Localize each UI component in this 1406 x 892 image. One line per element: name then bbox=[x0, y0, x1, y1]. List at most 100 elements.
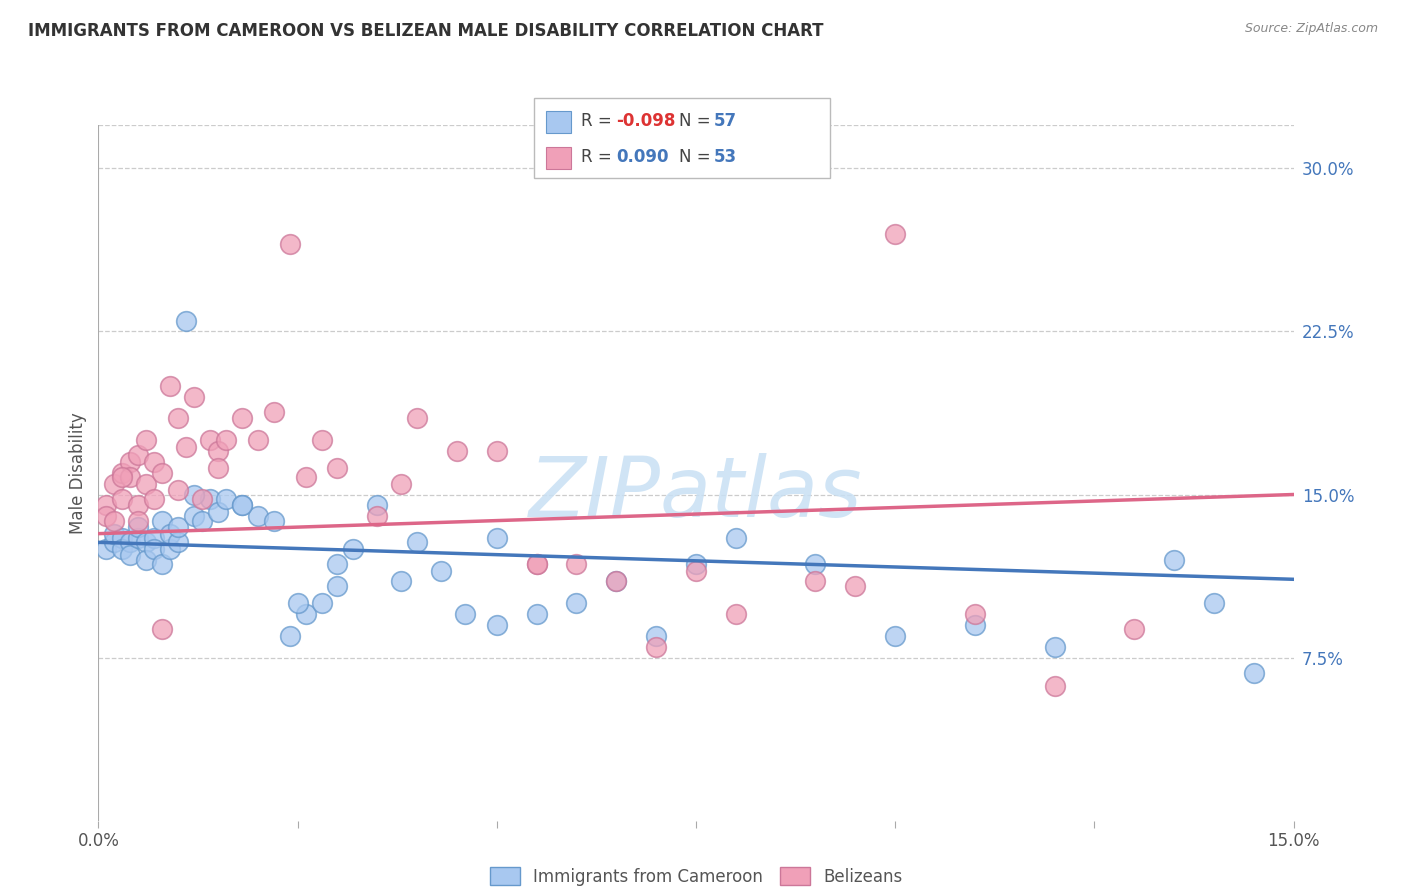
Text: 53: 53 bbox=[714, 148, 737, 167]
Point bbox=[103, 526, 125, 541]
Point bbox=[143, 455, 166, 469]
Point bbox=[446, 444, 468, 458]
Point bbox=[150, 466, 173, 480]
Point bbox=[1243, 665, 1265, 680]
Point bbox=[135, 535, 157, 549]
Point bbox=[326, 557, 349, 571]
Point bbox=[183, 509, 205, 524]
Point bbox=[246, 509, 269, 524]
Text: R =: R = bbox=[581, 112, 617, 130]
Point bbox=[263, 514, 285, 528]
Point bbox=[231, 411, 253, 425]
Point bbox=[287, 596, 309, 610]
Point bbox=[167, 411, 190, 425]
Point bbox=[159, 541, 181, 556]
Point bbox=[143, 541, 166, 556]
Point bbox=[127, 448, 149, 462]
Text: IMMIGRANTS FROM CAMEROON VS BELIZEAN MALE DISABILITY CORRELATION CHART: IMMIGRANTS FROM CAMEROON VS BELIZEAN MAL… bbox=[28, 22, 824, 40]
Point bbox=[278, 629, 301, 643]
Point bbox=[326, 461, 349, 475]
Point bbox=[605, 574, 627, 589]
Text: -0.098: -0.098 bbox=[616, 112, 675, 130]
Point bbox=[174, 440, 197, 454]
Point bbox=[111, 541, 134, 556]
Point bbox=[150, 514, 173, 528]
Point bbox=[389, 476, 412, 491]
Point bbox=[150, 623, 173, 637]
Point bbox=[120, 549, 142, 563]
Point bbox=[159, 378, 181, 392]
Point bbox=[804, 574, 827, 589]
Point bbox=[844, 579, 866, 593]
Point bbox=[685, 564, 707, 578]
Point bbox=[294, 607, 316, 621]
Point bbox=[526, 557, 548, 571]
Point bbox=[167, 520, 190, 534]
Point bbox=[215, 433, 238, 447]
Point bbox=[120, 470, 142, 484]
Point bbox=[96, 499, 118, 513]
Point bbox=[127, 520, 149, 534]
Point bbox=[454, 607, 477, 621]
Point bbox=[135, 476, 157, 491]
Text: ZIPatlas: ZIPatlas bbox=[529, 453, 863, 534]
Y-axis label: Male Disability: Male Disability bbox=[69, 412, 87, 533]
Point bbox=[526, 557, 548, 571]
Point bbox=[183, 390, 205, 404]
Point bbox=[143, 531, 166, 545]
Point bbox=[127, 499, 149, 513]
Point bbox=[263, 405, 285, 419]
Point bbox=[198, 491, 221, 506]
Point bbox=[191, 514, 214, 528]
Point bbox=[605, 574, 627, 589]
Point bbox=[430, 564, 453, 578]
Point bbox=[120, 535, 142, 549]
Point bbox=[1163, 552, 1185, 567]
Point bbox=[150, 557, 173, 571]
Text: N =: N = bbox=[679, 112, 716, 130]
Point bbox=[406, 411, 429, 425]
Point bbox=[366, 509, 388, 524]
Point bbox=[167, 483, 190, 498]
Point bbox=[389, 574, 412, 589]
Point bbox=[103, 514, 125, 528]
Point bbox=[103, 535, 125, 549]
Point bbox=[485, 618, 508, 632]
Point bbox=[565, 596, 588, 610]
Point bbox=[198, 433, 221, 447]
Point bbox=[294, 470, 316, 484]
Point bbox=[685, 557, 707, 571]
Point bbox=[485, 444, 508, 458]
Point bbox=[207, 461, 229, 475]
Point bbox=[174, 313, 197, 327]
Point bbox=[231, 499, 253, 513]
Point bbox=[884, 629, 907, 643]
Point bbox=[724, 607, 747, 621]
Point bbox=[96, 509, 118, 524]
Point bbox=[231, 499, 253, 513]
Point bbox=[246, 433, 269, 447]
Point bbox=[724, 531, 747, 545]
Point bbox=[215, 491, 238, 506]
Point bbox=[135, 433, 157, 447]
Point bbox=[207, 505, 229, 519]
Point bbox=[645, 640, 668, 654]
Point bbox=[143, 491, 166, 506]
Point bbox=[526, 607, 548, 621]
Point bbox=[311, 433, 333, 447]
Point bbox=[1202, 596, 1225, 610]
Point bbox=[183, 487, 205, 501]
Point bbox=[645, 629, 668, 643]
Text: Source: ZipAtlas.com: Source: ZipAtlas.com bbox=[1244, 22, 1378, 36]
Text: 0.090: 0.090 bbox=[616, 148, 668, 167]
Text: N =: N = bbox=[679, 148, 716, 167]
Point bbox=[135, 552, 157, 567]
Point bbox=[963, 607, 986, 621]
Point bbox=[342, 541, 364, 556]
Point bbox=[207, 444, 229, 458]
Point bbox=[191, 491, 214, 506]
Point bbox=[1123, 623, 1146, 637]
Point bbox=[120, 455, 142, 469]
Point bbox=[565, 557, 588, 571]
Point bbox=[1043, 640, 1066, 654]
